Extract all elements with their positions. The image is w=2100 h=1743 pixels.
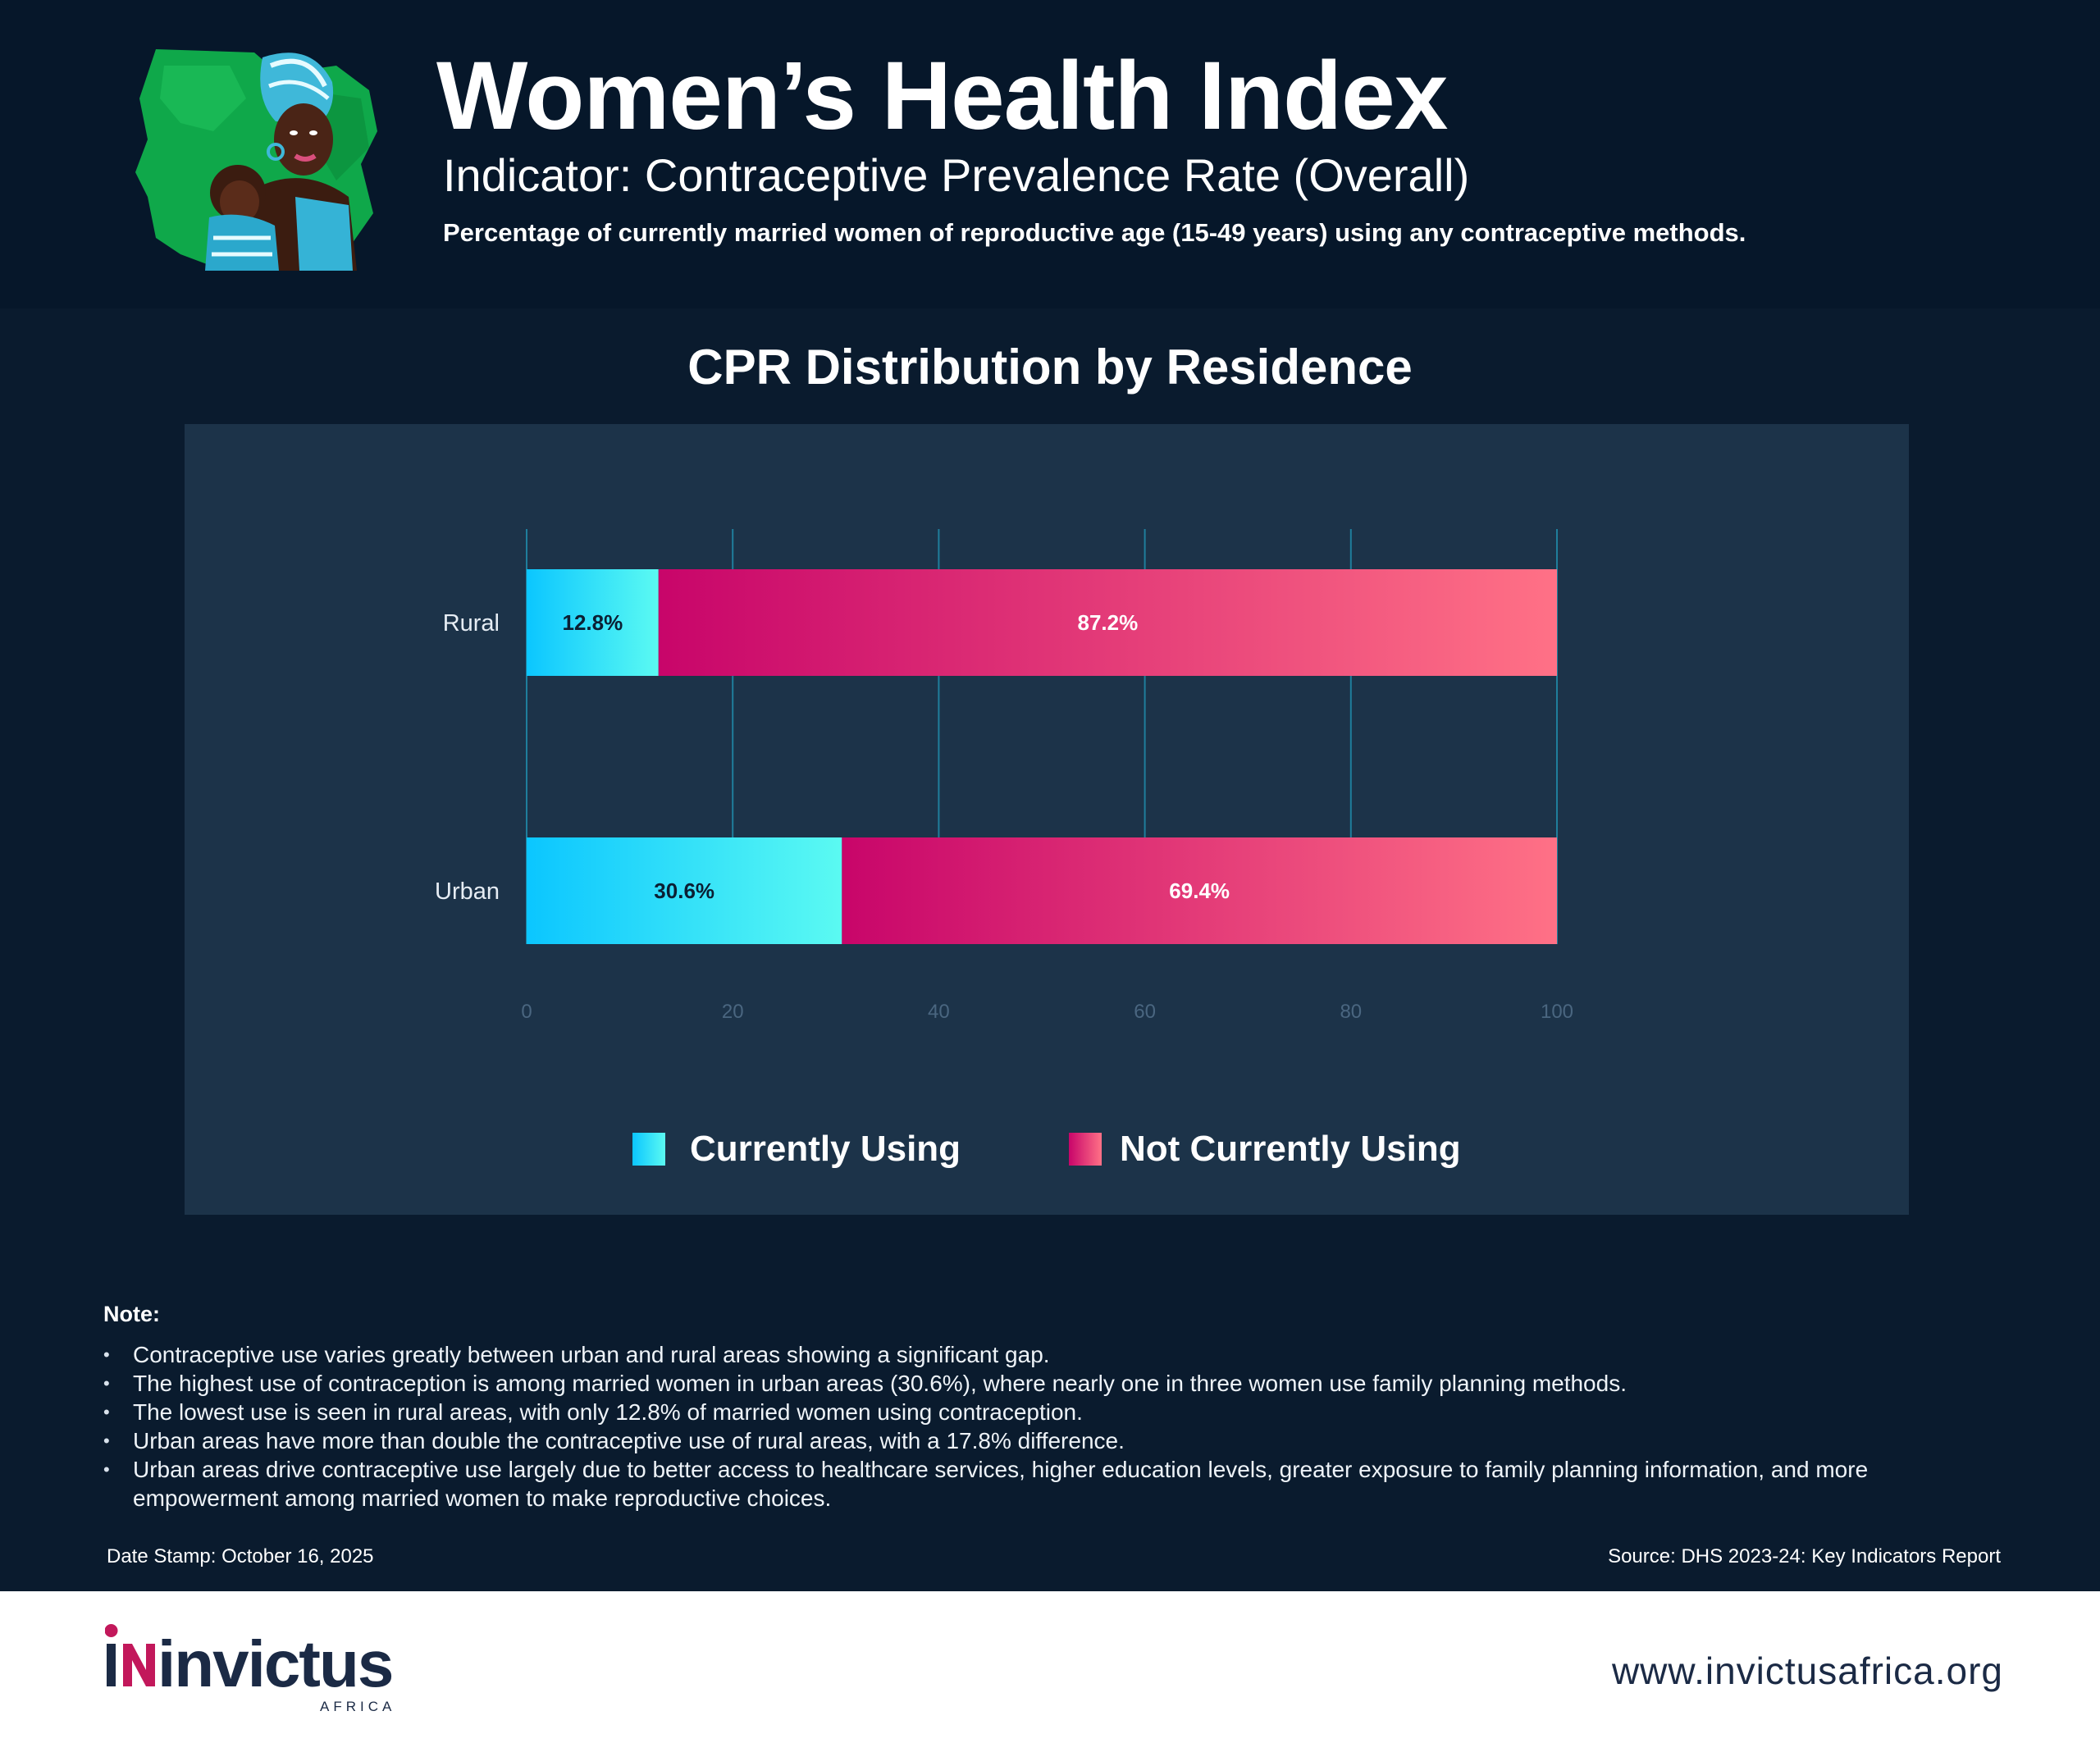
x-tick-label: 40 [928, 1001, 950, 1023]
bar-urban-not-currently-using [842, 837, 1557, 944]
x-tick-label: 80 [1340, 1001, 1362, 1023]
legend-label-currently-using: Currently Using [690, 1129, 961, 1169]
invictus-africa-logo: invictus AFRICA [105, 1624, 395, 1714]
note-item: The highest use of contraception is amon… [103, 1369, 2015, 1398]
x-tick-label: 20 [722, 1001, 744, 1023]
legend-swatch-currently-using [632, 1133, 665, 1166]
legend-swatch-not-currently-using [1069, 1133, 1102, 1166]
brand-subtitle: AFRICA [320, 1699, 395, 1714]
date-stamp: Date Stamp: October 16, 2025 [107, 1545, 374, 1567]
note-item: Contraceptive use varies greatly between… [103, 1340, 2015, 1369]
bar-urban-currently-using [527, 837, 842, 944]
category-label-urban: Urban [435, 878, 500, 905]
notes-title: Note: [103, 1302, 160, 1326]
data-label: 87.2% [1078, 610, 1139, 635]
header: Women’s Health Index Indicator: Contrace… [0, 0, 2100, 308]
note-item: Urban areas drive contraceptive use larg… [103, 1455, 2015, 1513]
note-item: The lowest use is seen in rural areas, w… [103, 1398, 2015, 1426]
stacked-bar-chart: 0 20 40 60 80 100 Rural Urban 12.8% 87.2% 30.6% 69.… [435, 529, 1573, 1169]
chart-heading: CPR Distribution by Residence [687, 340, 1413, 395]
data-label: 69.4% [1169, 878, 1230, 903]
page-title: Women’s Health Index [436, 42, 1448, 150]
data-label: 30.6% [654, 878, 714, 903]
x-tick-label: 0 [521, 1001, 532, 1023]
x-tick-label: 100 [1541, 1001, 1573, 1023]
nigeria-map-mother-child-illustration [135, 49, 377, 271]
bar-rural-not-currently-using [658, 569, 1557, 676]
notes-section: Note: Contraceptive use varies greatly b… [103, 1301, 2015, 1513]
chart-panel: 0 20 40 60 80 100 Rural Urban 12.8% 87.2% 30.6% 69.… [185, 424, 1909, 1215]
legend-label-not-currently-using: Not Currently Using [1120, 1129, 1461, 1169]
indicator-subtitle: Indicator: Contraceptive Prevalence Rate… [443, 149, 1470, 201]
footer: invictus AFRICA www.invictusafrica.org [0, 1591, 2100, 1743]
website-link[interactable]: www.invictusafrica.org [1611, 1649, 2003, 1692]
note-item: Urban areas have more than double the co… [103, 1426, 2015, 1455]
source-citation: Source: DHS 2023-24: Key Indicators Repo… [1608, 1545, 2001, 1567]
brand-wordmark: invictus [158, 1627, 392, 1700]
notes-list: Contraceptive use varies greatly between… [103, 1340, 2015, 1513]
category-label-rural: Rural [443, 610, 500, 637]
bar-rural-currently-using [527, 569, 659, 676]
data-label: 12.8% [563, 610, 623, 635]
x-tick-label: 60 [1134, 1001, 1156, 1023]
indicator-definition: Percentage of currently married women of… [443, 218, 1746, 247]
